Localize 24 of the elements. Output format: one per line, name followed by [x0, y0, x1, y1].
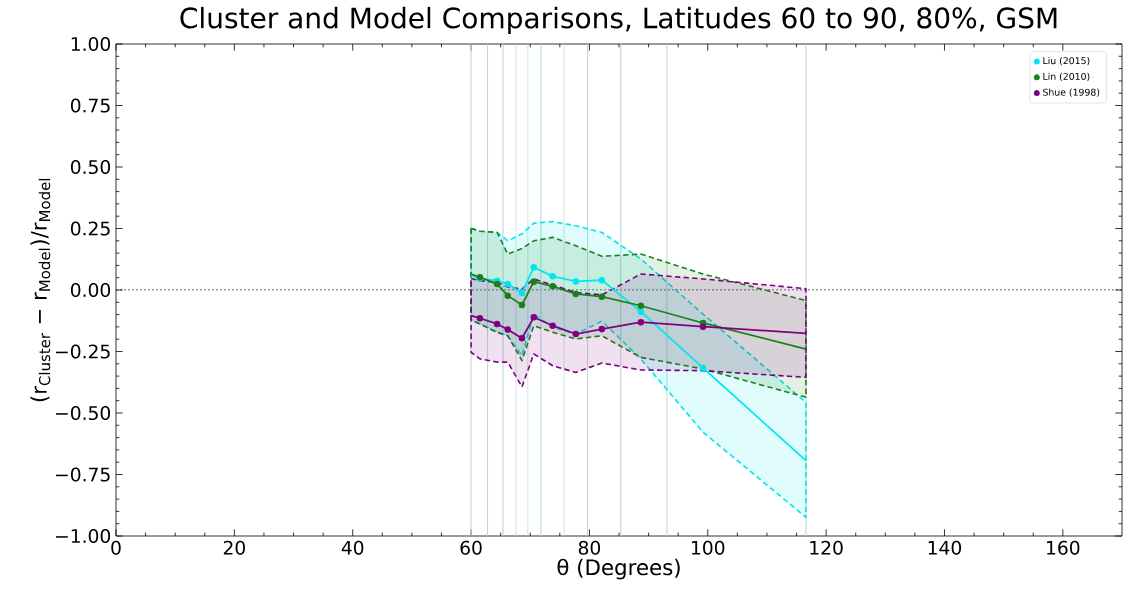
y-tick-label: 1.00 — [71, 36, 111, 52]
legend-label: Shue (1998) — [1043, 88, 1100, 97]
x-tick-label: 140 — [928, 540, 962, 555]
chart-title: Cluster and Model Comparisons, Latitudes 60 to 90, 80%, GSM — [180, 6, 1057, 34]
y-axis-title: (r$_{Cluster}$ − r$_{Model}$)/r$_{Model}$ — [30, 178, 51, 402]
x-tick-label: 120 — [810, 540, 843, 555]
x-tick-label: 0 — [111, 540, 121, 555]
x-tick-label: 60 — [460, 540, 482, 555]
y-tick-label: 0.25 — [70, 221, 110, 236]
y-tick-label: −0.50 — [56, 405, 111, 421]
x-tick-label: 160 — [1047, 540, 1080, 555]
y-tick-label: 0.75 — [70, 98, 110, 113]
legend-label: Lin (2010) — [1043, 72, 1090, 82]
x-tick-label: 80 — [578, 540, 601, 555]
x-tick-label: 20 — [223, 540, 245, 555]
x-tick-label: 40 — [341, 540, 364, 555]
y-tick-label: −1.00 — [56, 528, 111, 544]
x-axis-title: θ (Degrees) — [557, 558, 680, 580]
y-tick-label: 0.00 — [70, 282, 111, 298]
legend-label: Liu (2015) — [1043, 56, 1090, 66]
y-tick-label: 0.50 — [70, 159, 111, 175]
y-tick-label: −0.75 — [56, 467, 110, 482]
x-tick-label: 100 — [692, 540, 725, 555]
y-tick-label: −0.25 — [56, 344, 110, 359]
